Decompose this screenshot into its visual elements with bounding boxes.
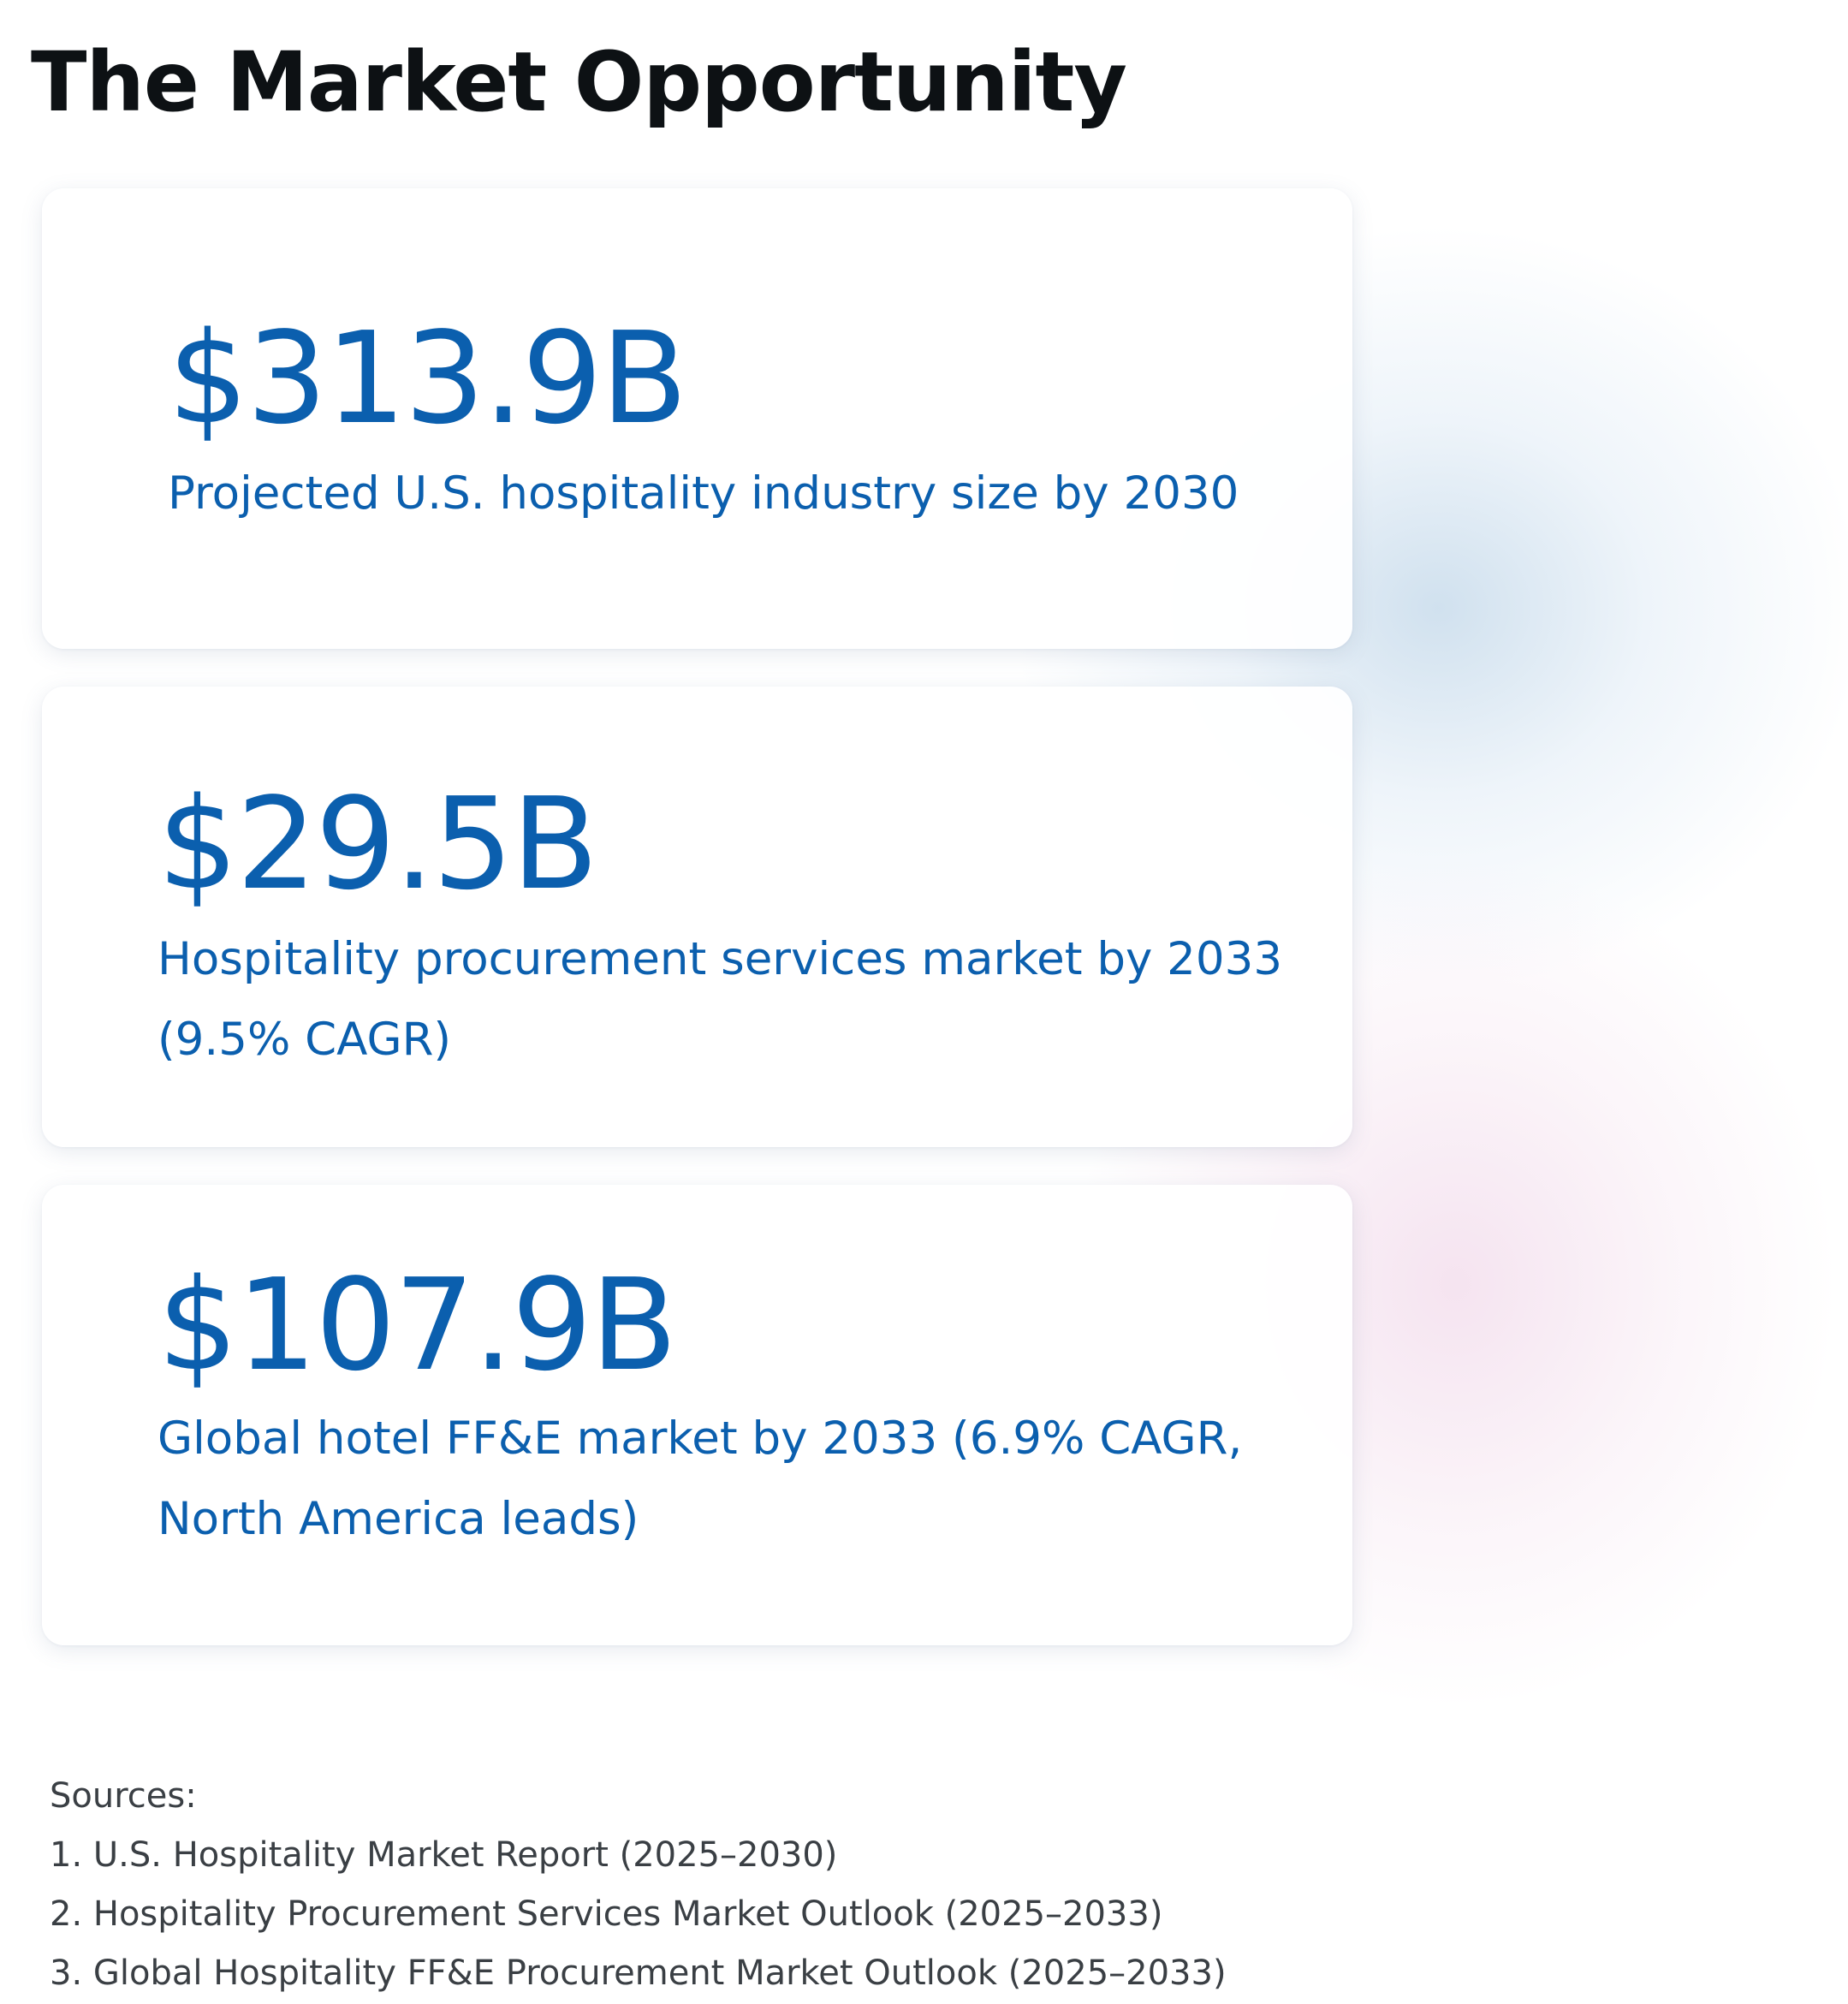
sources-list: 1. U.S. Hospitality Market Report (2025–… [50, 1826, 1227, 2003]
stat-description: Global hotel FF&E market by 2033 (6.9% C… [157, 1412, 1243, 1545]
sources-heading: Sources: [50, 1776, 197, 1816]
stat-card-us-hospitality: $313.9B Projected U.S. hospitality indus… [42, 188, 1352, 649]
page-title: The Market Opportunity [31, 34, 1127, 130]
stat-value: $313.9B [168, 305, 687, 452]
stat-description: Projected U.S. hospitality industry size… [168, 467, 1239, 520]
source-item: 2. Hospitality Procurement Services Mark… [50, 1894, 1163, 1934]
stat-value: $107.9B [157, 1252, 677, 1399]
stat-card-procurement-services: $29.5B Hospitality procurement services … [42, 687, 1352, 1147]
stat-card-global-ffe: $107.9B Global hotel FF&E market by 2033… [42, 1185, 1352, 1645]
source-item: 3. Global Hospitality FF&E Procurement M… [50, 1953, 1227, 1993]
stat-description: Hospitality procurement services market … [157, 933, 1283, 1066]
source-item: 1. U.S. Hospitality Market Report (2025–… [50, 1835, 838, 1875]
stat-value: $29.5B [157, 770, 598, 918]
sources-section: Sources: 1. U.S. Hospitality Market Repo… [50, 1767, 1227, 2003]
